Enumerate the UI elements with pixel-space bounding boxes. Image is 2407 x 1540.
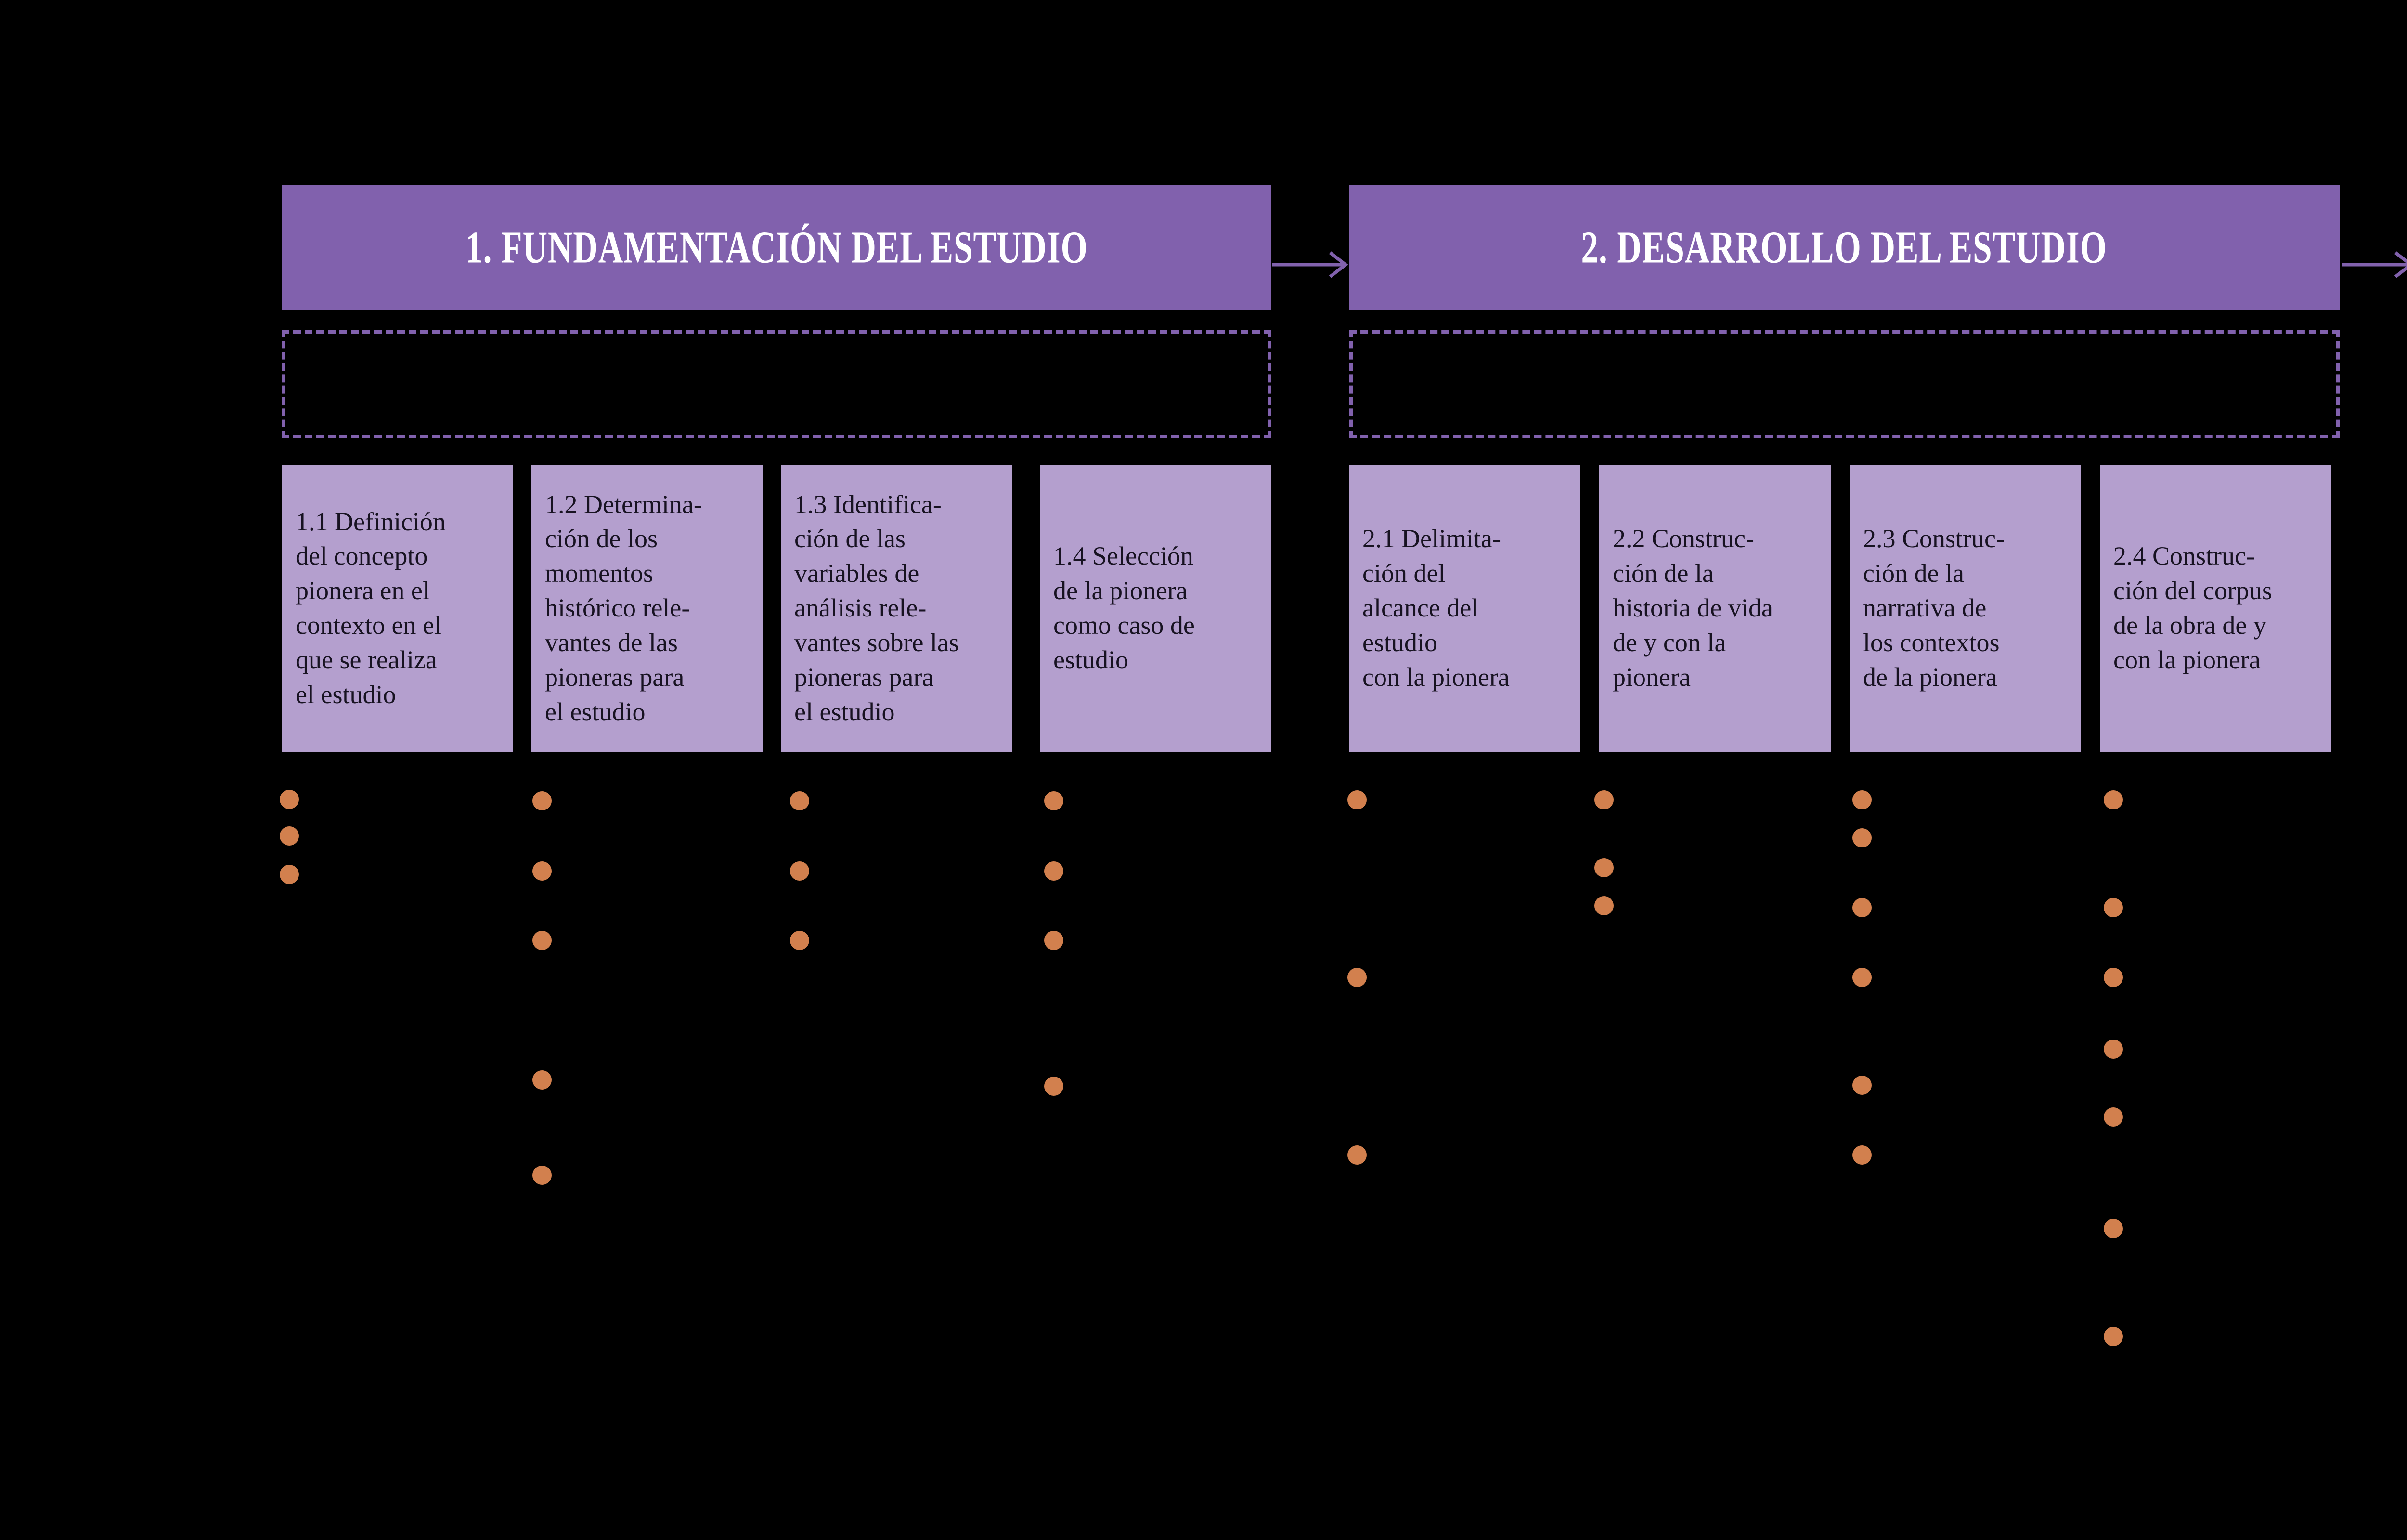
activity-dot: [1594, 896, 1614, 915]
task-box-1-2-label: 1.2 Determina- ción de los momentos hist…: [545, 489, 702, 726]
task-box-2-1: 2.1 Delimita- ción del alcance del estud…: [1349, 465, 1580, 752]
task-box-2-1-label: 2.1 Delimita- ción del alcance del estud…: [1362, 524, 1510, 692]
activity-dot: [2104, 1327, 2123, 1346]
activity-dot: [1044, 791, 1063, 810]
task-box-2-3-label: 2.3 Construc- ción de la narrativa de lo…: [1863, 524, 2005, 692]
phase-1-placeholder-box: [282, 330, 1271, 438]
activity-dot: [280, 826, 299, 846]
phase-2-header: 2. DESARROLLO DEL ESTUDIO: [1349, 185, 2340, 310]
activity-dot: [1852, 898, 1872, 917]
arrow-right-icon: [1272, 251, 1348, 278]
phase-1-title: 1. FUNDAMENTACIÓN DEL ESTUDIO: [465, 222, 1088, 273]
activity-dot: [790, 861, 809, 881]
activity-dot: [2104, 1219, 2123, 1238]
activity-dot: [1852, 1145, 1872, 1165]
task-box-1-4: 1.4 Selección de la pionera como caso de…: [1040, 465, 1271, 752]
activity-dot: [1594, 858, 1614, 877]
activity-dot: [1044, 931, 1063, 950]
phase-1-header: 1. FUNDAMENTACIÓN DEL ESTUDIO: [282, 185, 1271, 310]
task-box-2-2: 2.2 Construc- ción de la historia de vid…: [1599, 465, 1831, 752]
activity-dot: [1852, 1076, 1872, 1095]
activity-dot: [532, 791, 552, 810]
task-box-1-3-label: 1.3 Identifica- ción de las variables de…: [794, 489, 959, 726]
activity-dot: [1852, 790, 1872, 809]
task-box-2-4: 2.4 Construc- ción del corpus de la obra…: [2100, 465, 2331, 752]
activity-dot: [2104, 790, 2123, 809]
task-box-1-1-label: 1.1 Definición del concepto pionera en e…: [296, 507, 446, 709]
activity-dot: [1594, 790, 1614, 809]
activity-dot: [1347, 1145, 1367, 1165]
phase-2-placeholder-box: [1349, 330, 2340, 438]
activity-dot: [280, 865, 299, 884]
activity-dot: [1347, 790, 1367, 809]
task-box-2-4-label: 2.4 Construc- ción del corpus de la obra…: [2113, 541, 2272, 674]
activity-dot: [280, 790, 299, 809]
activity-dot: [2104, 1107, 2123, 1127]
arrow-right-icon: [2342, 251, 2407, 278]
activity-dot: [2104, 898, 2123, 917]
task-box-1-1: 1.1 Definición del concepto pionera en e…: [282, 465, 513, 752]
activity-dot: [790, 931, 809, 950]
activity-dot: [2104, 1040, 2123, 1059]
activity-dot: [1044, 861, 1063, 881]
activity-dot: [2104, 968, 2123, 987]
activity-dot: [1347, 968, 1367, 987]
activity-dot: [532, 861, 552, 881]
activity-dot: [1044, 1077, 1063, 1096]
activity-dot: [532, 1070, 552, 1090]
task-box-2-3: 2.3 Construc- ción de la narrativa de lo…: [1850, 465, 2081, 752]
task-box-1-2: 1.2 Determina- ción de los momentos hist…: [531, 465, 763, 752]
task-box-1-4-label: 1.4 Selección de la pionera como caso de…: [1053, 541, 1195, 674]
task-box-1-3: 1.3 Identifica- ción de las variables de…: [781, 465, 1012, 752]
activity-dot: [532, 1166, 552, 1185]
activity-dot: [790, 791, 809, 810]
phase-2-title: 2. DESARROLLO DEL ESTUDIO: [1581, 222, 2108, 273]
activity-dot: [1852, 968, 1872, 987]
task-box-2-2-label: 2.2 Construc- ción de la historia de vid…: [1613, 524, 1773, 692]
activity-dot: [1852, 828, 1872, 847]
activity-dot: [532, 931, 552, 950]
